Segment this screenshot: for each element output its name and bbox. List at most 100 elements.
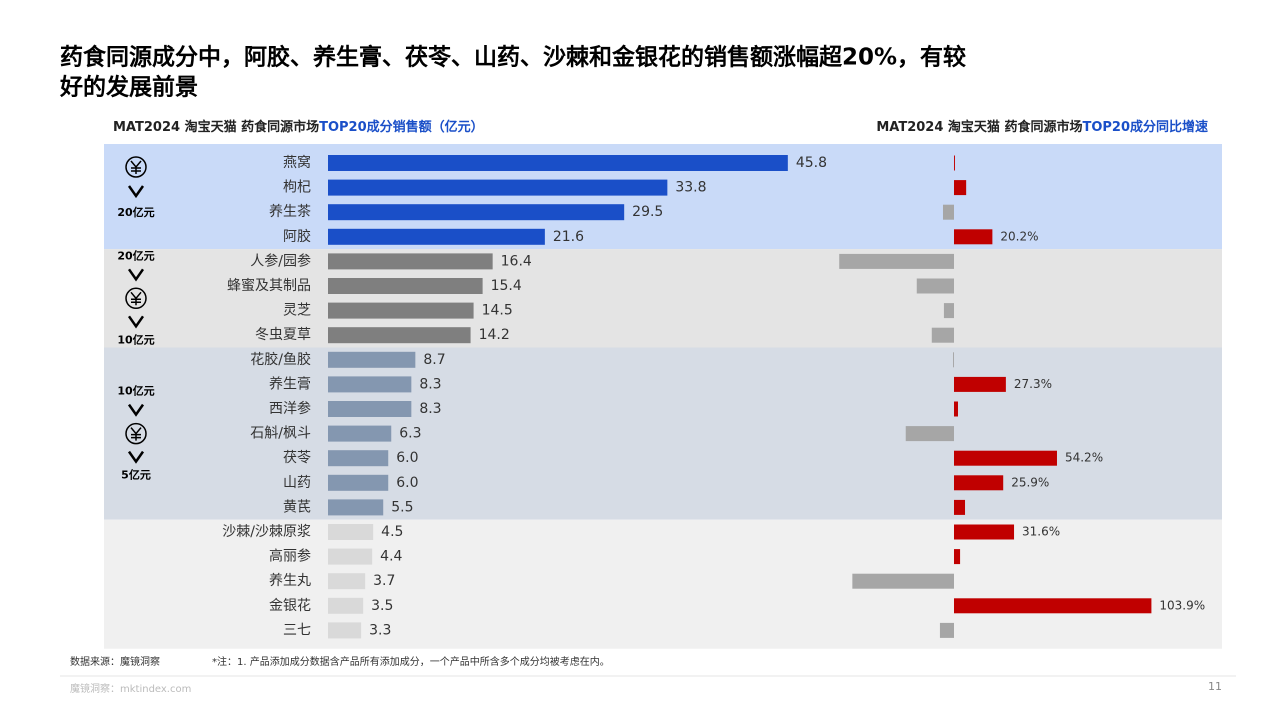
- value-label: 3.7: [373, 573, 395, 589]
- category-label: 养生膏: [269, 375, 311, 392]
- category-label: 灵芝: [283, 303, 311, 319]
- value-label: 5.5: [391, 499, 413, 515]
- value-label: 6.0: [396, 450, 418, 466]
- growth-bar: [954, 499, 966, 515]
- growth-bar: [852, 573, 954, 589]
- growth-bar: [943, 303, 954, 319]
- category-label: 石斛/枫斗: [250, 426, 311, 442]
- value-label: 4.4: [380, 549, 402, 565]
- site: 魔镜洞察：mktindex.com: [70, 682, 191, 695]
- category-label: 黄芪: [283, 498, 311, 515]
- growth-bar: [954, 376, 1006, 392]
- category-label: 阿胶: [283, 228, 311, 245]
- value-label: 8.3: [419, 376, 441, 392]
- value-label: 45.8: [796, 155, 827, 171]
- bar: [328, 253, 493, 270]
- yen-icon: [130, 427, 142, 441]
- range-label: 10亿元: [117, 384, 154, 398]
- growth-bar: [916, 278, 954, 294]
- value-label: 21.6: [553, 229, 584, 245]
- value-label: 14.2: [479, 327, 510, 343]
- category-label: 金银花: [269, 598, 311, 614]
- yen-icon: [125, 156, 147, 178]
- chart-title-prefix: MAT2024 淘宝天猫 药食同源市场: [876, 119, 1082, 135]
- growth-bar: [954, 401, 958, 417]
- yen-icon: [130, 160, 142, 174]
- category-label: 茯苓: [283, 449, 311, 466]
- growth-bar: [942, 204, 954, 220]
- group-band: [104, 347, 1222, 520]
- value-label: 8.7: [423, 352, 445, 368]
- bar: [328, 450, 389, 467]
- bar: [328, 204, 625, 221]
- category-label: 养生丸: [269, 573, 311, 589]
- growth-bar: [954, 450, 1057, 466]
- category-label: 燕窝: [283, 154, 311, 171]
- growth-bar: [954, 229, 993, 245]
- category-label: 枸杞: [283, 180, 311, 196]
- chevron: [127, 450, 145, 464]
- growth-label: 103.9%: [1159, 598, 1205, 612]
- title: 药食同源成分中，阿胶、养生膏、茯苓、山药、沙棘和金银花的销售额涨幅超20%，有较: [60, 44, 966, 71]
- growth-bar: [953, 352, 954, 368]
- category-label: 高丽参: [269, 548, 311, 565]
- growth-label: 25.9%: [1011, 475, 1049, 489]
- value-label: 6.3: [399, 426, 421, 442]
- growth-label: 54.2%: [1065, 451, 1103, 465]
- category-label: 蜂蜜及其制品: [227, 278, 311, 294]
- yen-icon: [125, 287, 147, 310]
- value-label: 6.0: [396, 475, 418, 491]
- growth-bar: [905, 426, 954, 442]
- source: 数据来源：魔镜洞察: [70, 655, 160, 668]
- page-number: 11: [1208, 680, 1222, 693]
- yen-icon: [130, 291, 142, 306]
- bar: [328, 474, 389, 491]
- bar: [328, 228, 545, 245]
- bar: [328, 499, 384, 516]
- bar: [328, 376, 412, 393]
- value-label: 8.3: [419, 401, 441, 417]
- chart-title-highlight: TOP20成分销售额（亿元）: [319, 119, 484, 135]
- value-label: 3.5: [371, 598, 393, 614]
- growth-label: 31.6%: [1022, 525, 1060, 539]
- growth-bar: [939, 622, 954, 638]
- bar: [328, 622, 362, 639]
- value-label: 16.4: [501, 253, 532, 269]
- growth-bar: [954, 180, 967, 196]
- bar: [328, 597, 364, 614]
- growth-bar: [954, 155, 955, 171]
- bar: [328, 155, 788, 171]
- category-label: 冬虫夏草: [255, 327, 311, 343]
- bar: [328, 401, 412, 417]
- range-label: 5亿元: [121, 468, 151, 482]
- chevron: [127, 403, 145, 417]
- value-label: 4.5: [381, 524, 403, 540]
- range-label: 20亿元: [117, 205, 154, 219]
- bar: [328, 302, 474, 319]
- bar: [328, 351, 416, 368]
- category-label: 养生茶: [269, 204, 311, 220]
- bar: [328, 425, 392, 442]
- value-label: 33.8: [675, 180, 706, 196]
- group-band: [104, 519, 1222, 649]
- category-label: 花胶/鱼胶: [250, 351, 311, 368]
- range-label: 10亿元: [117, 332, 154, 346]
- yen-icon: [125, 422, 147, 445]
- chevron: [127, 268, 145, 282]
- note: *注：1. 产品添加成分数据含产品所有添加成分，一个产品中所含多个成分均被考虑在…: [212, 655, 610, 668]
- bar: [328, 548, 373, 565]
- chart-title: MAT2024 淘宝天猫 药食同源市场TOP20成分销售额（亿元）: [113, 119, 484, 135]
- chevron: [127, 185, 145, 199]
- value-label: 14.5: [482, 303, 513, 319]
- title: 好的发展前景: [59, 74, 198, 101]
- range-label: 20亿元: [117, 248, 154, 262]
- value-label: 15.4: [491, 278, 522, 294]
- growth-bar: [839, 253, 954, 269]
- value-label: 29.5: [632, 204, 663, 220]
- growth-bar: [931, 327, 954, 343]
- bar: [328, 327, 471, 344]
- chevron: [127, 315, 145, 329]
- category-label: 西洋参: [269, 400, 311, 417]
